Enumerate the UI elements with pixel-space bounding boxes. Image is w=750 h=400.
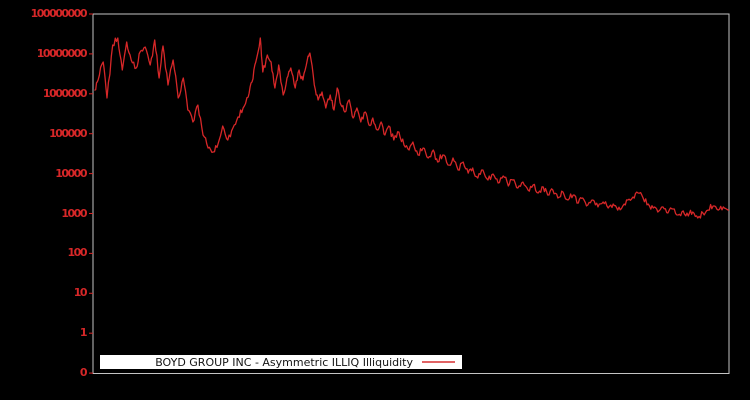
data-line xyxy=(94,37,730,219)
y-tick-label: 10 xyxy=(73,286,88,300)
y-tick-label: 10000000 xyxy=(36,46,88,60)
y-tick-label: 100000 xyxy=(49,126,87,140)
y-tick-label: 1000000 xyxy=(42,86,88,100)
y-tick-label: 1 xyxy=(79,326,88,340)
y-tick-label: 100 xyxy=(67,246,88,260)
legend: BOYD GROUP INC - Asymmetric ILLIQ Illiqu… xyxy=(100,355,462,369)
plot-frame xyxy=(92,13,730,374)
y-tick-label: 10000 xyxy=(55,166,87,180)
legend-label: BOYD GROUP INC - Asymmetric ILLIQ Illiqu… xyxy=(155,355,413,369)
legend-line-sample xyxy=(422,361,455,363)
y-tick-label: 0 xyxy=(79,366,88,380)
y-tick-label: 100000000 xyxy=(30,7,88,20)
y-tick-label: 1000 xyxy=(61,206,87,220)
y-axis-tick-marks xyxy=(89,13,93,374)
